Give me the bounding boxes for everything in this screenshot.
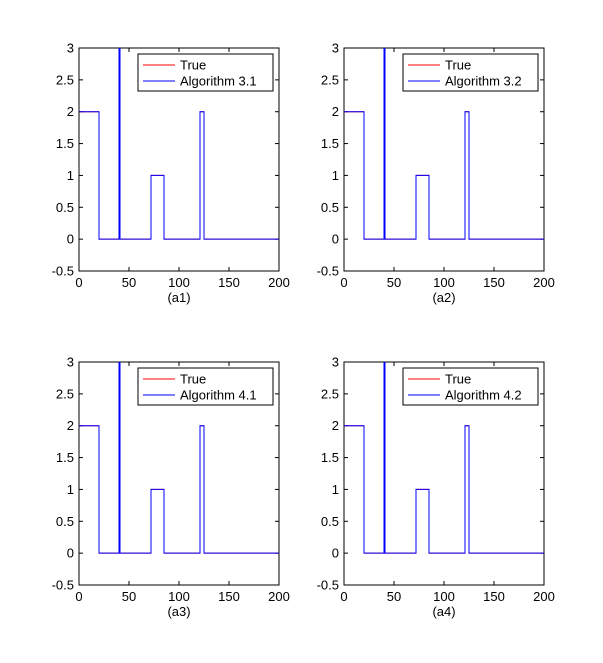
panel-label: (a1) (167, 290, 190, 305)
legend-label: Algorithm 4.2 (445, 388, 522, 403)
x-tick-label: 0 (75, 589, 82, 604)
x-tick-label: 0 (75, 275, 82, 290)
y-tick-label: 2 (332, 418, 339, 433)
legend-box (402, 367, 539, 406)
y-tick-label: 1.5 (56, 136, 74, 151)
y-tick-label: 2 (67, 104, 74, 119)
panel-label: (a2) (432, 290, 455, 305)
x-tick-label: 50 (387, 589, 401, 604)
x-tick-label: 200 (533, 589, 555, 604)
legend-label: Algorithm 3.2 (445, 74, 522, 89)
legend-box (137, 53, 274, 92)
y-tick-label: -0.5 (317, 264, 339, 279)
y-tick-label: 3 (67, 41, 74, 56)
y-tick-label: 0.5 (56, 514, 74, 529)
y-tick-label: 0 (332, 232, 339, 247)
y-tick-label: 1.5 (321, 450, 339, 465)
legend-label: True (445, 58, 471, 73)
x-tick-label: 150 (483, 275, 505, 290)
y-tick-label: 1.5 (56, 450, 74, 465)
x-tick-label: 100 (433, 589, 455, 604)
y-tick-label: 0.5 (321, 514, 339, 529)
y-tick-label: 2 (332, 104, 339, 119)
x-tick-label: 100 (168, 275, 190, 290)
y-tick-label: -0.5 (52, 578, 74, 593)
y-tick-label: 3 (67, 355, 74, 370)
series-line-algorithm (79, 362, 279, 554)
y-tick-label: 2 (67, 418, 74, 433)
x-tick-label: 0 (340, 589, 347, 604)
x-tick-label: 200 (268, 275, 290, 290)
y-tick-label: 2.5 (321, 72, 339, 87)
legend-label: True (445, 372, 471, 387)
x-tick-label: 150 (218, 589, 240, 604)
x-tick-label: 150 (218, 275, 240, 290)
y-tick-label: 1 (67, 168, 74, 183)
x-tick-label: 200 (268, 589, 290, 604)
panel-label: (a4) (432, 604, 455, 619)
x-tick-label: 100 (168, 589, 190, 604)
x-tick-label: 50 (387, 275, 401, 290)
legend-box (402, 53, 539, 92)
y-tick-label: 0 (67, 232, 74, 247)
x-tick-label: 50 (122, 589, 136, 604)
panel-label: (a3) (167, 604, 190, 619)
y-tick-label: 0 (332, 546, 339, 561)
x-tick-label: 0 (340, 275, 347, 290)
y-tick-label: -0.5 (52, 264, 74, 279)
y-tick-label: 0 (67, 546, 74, 561)
y-tick-label: 2.5 (56, 386, 74, 401)
subplot-a1: 0 50 100 150 200-0.500.511.522.53TrueAlgorit… (52, 41, 290, 306)
x-tick-label: 50 (122, 275, 136, 290)
x-tick-label: 200 (533, 275, 555, 290)
subplot-a2: 0 50 100 150 200-0.500.511.522.53TrueAlgorit… (317, 41, 555, 306)
y-tick-label: 0.5 (321, 200, 339, 215)
y-tick-label: 2.5 (321, 386, 339, 401)
legend-label: Algorithm 4.1 (180, 388, 257, 403)
y-tick-label: 1 (67, 482, 74, 497)
legend-label: True (180, 372, 206, 387)
series-line-algorithm (344, 362, 544, 554)
legend-box (137, 367, 274, 406)
x-tick-label: 100 (433, 275, 455, 290)
x-tick-label: 150 (483, 589, 505, 604)
legend-label: True (180, 58, 206, 73)
y-tick-label: 3 (332, 355, 339, 370)
series-line-algorithm (344, 48, 544, 240)
y-tick-label: 1 (332, 482, 339, 497)
subplot-a4: 0 50 100 150 200-0.500.511.522.53TrueAlgorit… (317, 355, 555, 620)
y-tick-label: 1 (332, 168, 339, 183)
y-tick-label: 2.5 (56, 72, 74, 87)
legend-label: Algorithm 3.1 (180, 74, 257, 89)
y-tick-label: 1.5 (321, 136, 339, 151)
y-tick-label: 0.5 (56, 200, 74, 215)
series-line-algorithm (79, 48, 279, 240)
subplot-a3: 0 50 100 150 200-0.500.511.522.53TrueAlgorit… (52, 355, 290, 620)
y-tick-label: 3 (332, 41, 339, 56)
y-tick-label: -0.5 (317, 578, 339, 593)
